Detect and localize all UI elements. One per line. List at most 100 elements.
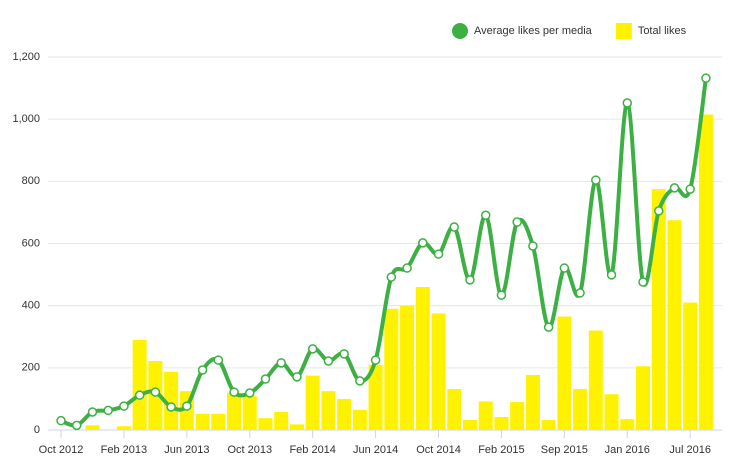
y-tick-label: 800 <box>22 175 40 187</box>
bar <box>588 330 603 430</box>
bar <box>462 420 477 430</box>
bar <box>620 419 635 430</box>
y-tick-label: 400 <box>22 300 40 312</box>
y-tick-label: 0 <box>34 424 40 436</box>
point <box>245 388 255 398</box>
point <box>449 222 459 232</box>
point <box>685 184 695 194</box>
bar <box>337 398 352 430</box>
bar <box>415 287 430 430</box>
bar <box>132 339 147 430</box>
legend-symbol <box>615 23 632 39</box>
y-tick-label: 600 <box>22 237 40 249</box>
point <box>103 405 113 416</box>
bar <box>305 375 320 430</box>
point <box>606 270 617 280</box>
bar <box>636 366 651 430</box>
bar <box>447 388 462 430</box>
bar <box>510 402 525 430</box>
bar <box>573 388 588 430</box>
bar <box>651 189 666 430</box>
point <box>119 401 129 411</box>
bar <box>211 413 226 430</box>
x-tick-label: Oct 2013 <box>227 444 272 456</box>
point <box>669 183 680 193</box>
bar <box>604 394 619 430</box>
bar <box>227 392 242 430</box>
y-tick-label: 1,000 <box>12 113 40 125</box>
point <box>591 175 601 185</box>
point <box>386 272 397 282</box>
bar <box>242 395 257 430</box>
bar <box>368 364 383 430</box>
point <box>496 290 507 300</box>
point <box>543 322 554 332</box>
point <box>465 275 475 285</box>
bar <box>667 220 682 430</box>
y-tick-label: 1,200 <box>12 51 40 63</box>
point <box>260 374 271 384</box>
bar <box>116 426 131 430</box>
point <box>575 288 585 298</box>
x-tick-label: Sep 2015 <box>541 444 588 456</box>
x-tick-label: Feb 2014 <box>289 444 335 456</box>
bar <box>494 416 509 430</box>
bar <box>400 305 415 430</box>
point <box>402 263 412 273</box>
point <box>307 344 318 354</box>
point <box>512 217 522 227</box>
bar <box>321 391 336 430</box>
point <box>213 355 224 365</box>
x-tick-label: Oct 2012 <box>39 444 84 456</box>
point <box>71 420 82 431</box>
legend-symbol <box>452 23 468 39</box>
point <box>56 415 66 426</box>
x-tick-label: Feb 2013 <box>101 444 147 456</box>
bar <box>541 420 556 430</box>
bar <box>683 302 698 430</box>
point <box>622 98 633 108</box>
bar <box>289 424 304 430</box>
legend-label: Average likes per media <box>474 25 593 37</box>
point <box>355 376 365 386</box>
x-tick-label: Jul 2016 <box>669 444 711 456</box>
point <box>134 390 145 400</box>
point <box>166 402 176 412</box>
point <box>87 407 98 417</box>
point <box>370 355 381 365</box>
legend-label: Total likes <box>638 25 687 37</box>
bar <box>478 401 493 430</box>
bar <box>557 316 572 430</box>
point <box>701 73 711 83</box>
point <box>528 241 538 251</box>
point <box>418 238 428 248</box>
point <box>638 277 648 287</box>
point <box>433 249 444 259</box>
y-tick-label: 200 <box>22 362 40 374</box>
point <box>292 372 302 382</box>
x-tick-label: Feb 2015 <box>478 444 524 456</box>
bar <box>698 114 713 431</box>
point <box>339 349 349 359</box>
point <box>150 387 161 397</box>
bar <box>195 413 210 430</box>
point <box>276 358 286 368</box>
point <box>559 263 570 273</box>
bar <box>164 371 179 430</box>
bar <box>274 411 289 430</box>
bar <box>85 425 100 430</box>
point <box>229 387 239 397</box>
x-tick-label: Oct 2014 <box>416 444 461 456</box>
point <box>480 210 491 220</box>
point <box>197 365 208 375</box>
point <box>653 206 664 216</box>
x-tick-label: Jan 2016 <box>605 444 650 456</box>
bar <box>352 409 367 430</box>
point <box>323 356 334 366</box>
bar <box>431 313 446 430</box>
x-tick-label: Jun 2013 <box>164 444 209 456</box>
bar <box>384 308 399 430</box>
bar <box>258 418 273 430</box>
bar <box>525 374 540 430</box>
